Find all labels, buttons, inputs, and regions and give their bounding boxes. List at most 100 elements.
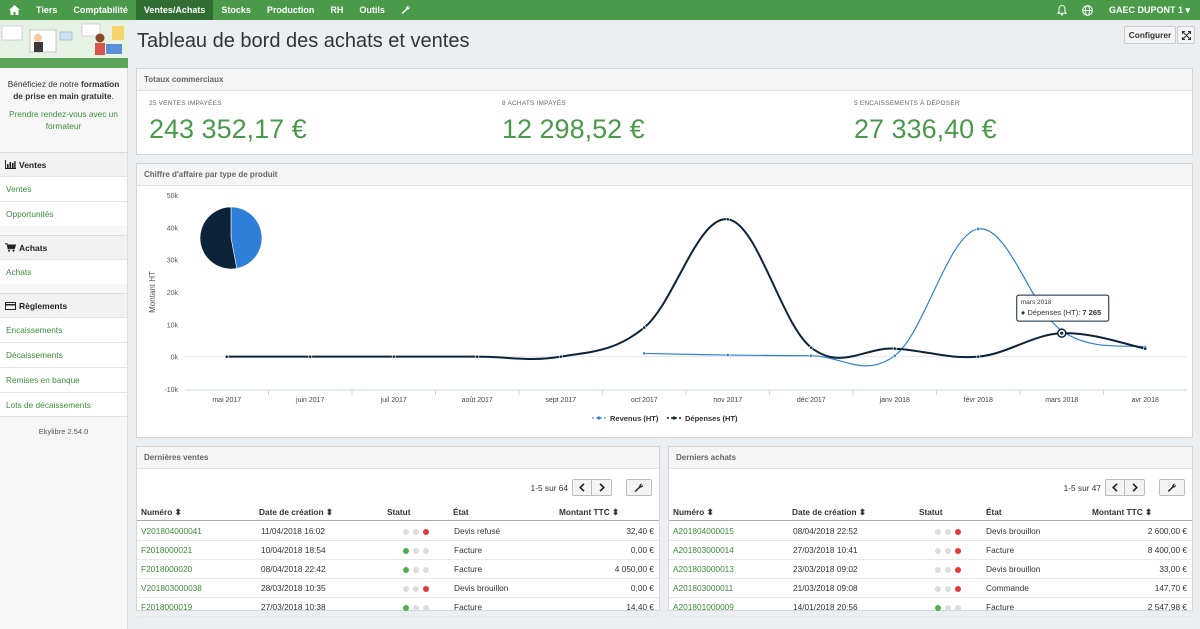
wrench-icon[interactable] [393, 0, 419, 20]
table-settings-button[interactable] [626, 479, 652, 496]
user-menu[interactable]: GAEC DUPONT 1 ▾ [1108, 4, 1190, 15]
data-point[interactable] [725, 353, 730, 357]
data-point[interactable] [642, 351, 647, 356]
col-date[interactable]: Date de création ⬍ [259, 507, 333, 517]
table-settings-button[interactable] [1159, 479, 1185, 496]
data-point[interactable] [391, 354, 396, 359]
bar-chart-icon [5, 160, 16, 169]
table-row[interactable]: A201801000009 14/01/2018 20:56 Facture 2 54… [669, 598, 1192, 617]
sidebar-item-lots[interactable]: Lots de décaissements [0, 392, 127, 417]
data-point[interactable] [308, 354, 313, 359]
status-light [945, 604, 951, 611]
bell-icon[interactable] [1049, 0, 1075, 20]
configure-button[interactable]: Configurer [1124, 26, 1176, 44]
nav-comptabilite[interactable]: Comptabilité [73, 5, 128, 15]
table-row[interactable]: F2018000019 27/03/2018 10:38 Facture 14,40 … [137, 598, 659, 617]
table-row[interactable]: A201803000013 23/03/2018 09:02 Devis broui… [669, 560, 1192, 579]
row-state: Devis brouillon [454, 583, 509, 593]
pager-count: 1-5 sur 47 [1063, 482, 1101, 493]
data-point[interactable] [642, 325, 647, 330]
sidebar-item-ventes[interactable]: Ventes [0, 176, 127, 201]
nav-ventes-achats[interactable]: Ventes/Achats [135, 0, 214, 20]
data-point[interactable] [976, 354, 981, 359]
data-point[interactable] [809, 345, 814, 350]
row-number-link[interactable]: A201804000015 [673, 526, 734, 536]
row-number-link[interactable]: A201803000011 [673, 583, 734, 593]
row-state: Devis brouillon [986, 564, 1041, 574]
table-row[interactable]: V201803000038 28/03/2018 10:35 Devis broui… [137, 579, 659, 598]
globe-icon[interactable] [1075, 0, 1101, 20]
sidebar-item-opportunites[interactable]: Opportunités [0, 201, 127, 226]
row-number-link[interactable]: A201801000009 [673, 602, 734, 612]
revenue-line-chart[interactable]: Montant HT -10k 0k 10k 20k 30k 40k 50k mai 2017 j… [137, 186, 1192, 437]
sidebar-item-remises[interactable]: Remises en banque [0, 367, 127, 392]
row-status [935, 522, 961, 541]
sidebar-item-decaissements[interactable]: Décaissements [0, 342, 127, 367]
row-number-link[interactable]: A201803000014 [673, 545, 734, 555]
y-tick-label: 40k [167, 225, 179, 232]
table-row[interactable]: A201804000015 08/04/2018 22:52 Devis broui… [669, 522, 1192, 541]
pie-slice[interactable] [199, 206, 238, 270]
row-number-link[interactable]: F2018000019 [141, 602, 193, 612]
data-point[interactable] [892, 346, 897, 351]
expand-button[interactable] [1177, 26, 1195, 44]
legend-item[interactable]: Dépenses (HT) [685, 414, 738, 423]
row-number-link[interactable]: V201803000038 [141, 583, 202, 593]
row-status [403, 541, 429, 560]
promo-link[interactable]: Prendre rendez-vous avec un formateur [9, 109, 118, 131]
x-tick-label: mars 2018 [1045, 397, 1078, 404]
row-number-link[interactable]: A201803000013 [673, 564, 734, 574]
row-date: 14/01/2018 20:56 [793, 602, 858, 612]
table-row[interactable]: F2018000021 10/04/2018 18:54 Facture 0,00 € [137, 541, 659, 560]
table-row[interactable]: A201803000011 21/03/2018 09:08 Commande 147… [669, 579, 1192, 598]
series-line-revenus[interactable] [644, 228, 1146, 367]
x-tick-label: déc 2017 [797, 397, 826, 404]
row-amount: 14,40 € [626, 602, 654, 612]
prev-page-button[interactable] [572, 479, 592, 496]
next-page-button[interactable] [592, 479, 612, 496]
data-point[interactable] [558, 354, 563, 359]
nav-production[interactable]: Production [266, 5, 315, 15]
series-line-depenses[interactable] [226, 218, 1146, 360]
data-point[interactable] [892, 353, 897, 358]
sidebar-section-ventes: Ventes [0, 152, 127, 176]
row-number-link[interactable]: F2018000020 [141, 564, 193, 574]
table-row[interactable]: V201804000041 11/04/2018 16:02 Devis refus… [137, 522, 659, 541]
data-point[interactable] [475, 354, 480, 359]
home-icon[interactable] [0, 0, 28, 20]
sidebar-section-title: Ventes [19, 159, 47, 170]
nav-rh[interactable]: RH [330, 5, 344, 15]
nav-tiers[interactable]: Tiers [36, 5, 58, 15]
nav-stocks[interactable]: Stocks [221, 5, 251, 15]
col-montant[interactable]: Montant TTC ⬍ [559, 507, 619, 517]
next-page-button[interactable] [1125, 479, 1145, 496]
col-montant[interactable]: Montant TTC ⬍ [1092, 507, 1152, 517]
chevron-right-icon [1131, 483, 1138, 492]
row-date: 10/04/2018 18:54 [261, 545, 326, 555]
row-number-link[interactable]: F2018000021 [141, 545, 193, 555]
col-date[interactable]: Date de création ⬍ [792, 507, 866, 517]
data-point[interactable] [976, 227, 981, 231]
status-light [403, 604, 409, 611]
status-light [935, 547, 941, 554]
data-point[interactable] [224, 354, 229, 359]
data-point[interactable] [809, 353, 814, 358]
sales-pager: 1-5 sur 64 [531, 479, 652, 496]
purchases-pager: 1-5 sur 47 [1064, 479, 1185, 496]
col-numero[interactable]: Numéro ⬍ [141, 507, 182, 517]
status-light [403, 566, 409, 573]
prev-page-button[interactable] [1105, 479, 1125, 496]
data-point[interactable] [725, 217, 730, 222]
legend-item[interactable]: Revenus (HT) [610, 414, 659, 423]
nav-outils[interactable]: Outils [359, 5, 385, 15]
row-number-link[interactable]: V201804000041 [141, 526, 202, 536]
col-numero[interactable]: Numéro ⬍ [673, 507, 714, 517]
sidebar-section-reglements: Règlements [0, 293, 127, 317]
row-amount: 147,70 € [1154, 583, 1187, 593]
pie-slice[interactable] [230, 206, 263, 269]
sidebar-item-achats[interactable]: Achats [0, 259, 127, 284]
sidebar-item-encaissements[interactable]: Encaissements [0, 317, 127, 342]
data-point[interactable] [1143, 346, 1148, 351]
table-row[interactable]: F2018000020 08/04/2018 22:42 Facture 4 050,… [137, 560, 659, 579]
table-row[interactable]: A201803000014 27/03/2018 10:41 Facture 8 40… [669, 541, 1192, 560]
